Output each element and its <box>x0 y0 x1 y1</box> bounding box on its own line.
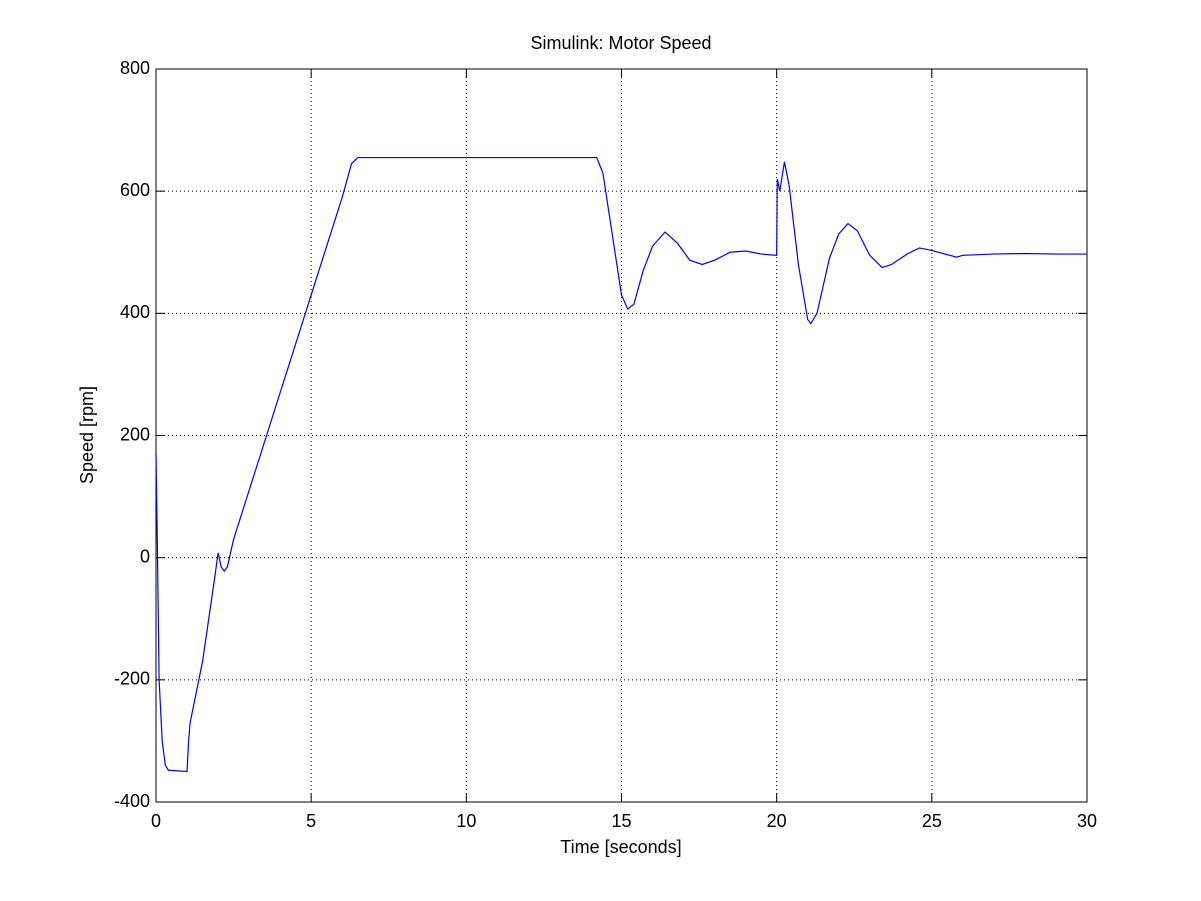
x-tick-label: 20 <box>767 811 787 831</box>
y-tick-label: 400 <box>120 302 150 322</box>
x-tick-label: 25 <box>922 811 942 831</box>
y-tick-label: 200 <box>120 424 150 444</box>
y-axis-label: Speed [rpm] <box>77 386 97 484</box>
y-tick-label: 600 <box>120 180 150 200</box>
x-tick-label: 10 <box>456 811 476 831</box>
x-tick-label: 0 <box>151 811 161 831</box>
plot-frame <box>155 68 1088 803</box>
x-axis-label: Time [seconds] <box>560 837 681 857</box>
x-tick-label: 30 <box>1077 811 1097 831</box>
x-tick-label: 15 <box>611 811 631 831</box>
y-tick-label: -400 <box>114 791 150 811</box>
x-tick-label: 5 <box>306 811 316 831</box>
y-tick-label: 0 <box>140 546 150 566</box>
data-line <box>155 156 1087 773</box>
y-tick-label: 800 <box>120 58 150 78</box>
chart-title: Simulink: Motor Speed <box>530 33 711 53</box>
y-tick-label: -200 <box>114 669 150 689</box>
